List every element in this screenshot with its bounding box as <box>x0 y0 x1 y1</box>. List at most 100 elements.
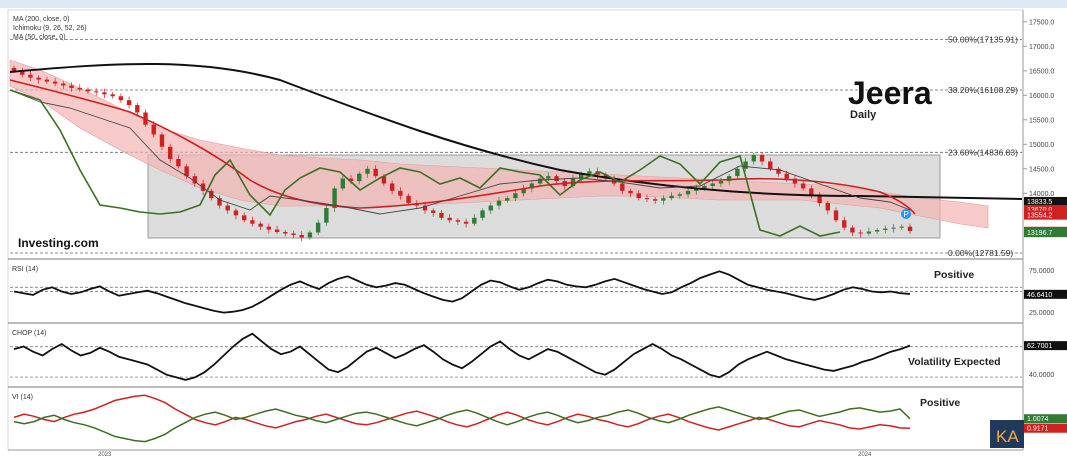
indicator-ma50: MA (50, close, 0) <box>13 34 66 41</box>
candle-body <box>858 232 863 234</box>
candle-body <box>817 195 822 204</box>
candle-body <box>283 232 288 234</box>
candle-body <box>266 226 272 230</box>
candle-body <box>472 217 477 224</box>
chart-subtitle: Daily <box>850 109 877 121</box>
candle-body <box>85 89 91 92</box>
candle-body <box>578 173 584 179</box>
ichimoku-cloud <box>9 59 989 229</box>
candle-body <box>250 220 255 224</box>
price-tick-label: 16500.0 <box>1029 68 1054 75</box>
candle-body <box>899 226 904 228</box>
panel-value-text: 62.7001 <box>1027 343 1052 350</box>
panel-tick-label: 25.0000 <box>1029 310 1054 317</box>
candle-body <box>406 195 411 204</box>
candle-body <box>726 176 732 182</box>
chart-title: Jeera <box>848 75 932 111</box>
candle-body <box>52 81 58 84</box>
candle-body <box>176 159 181 167</box>
candle-body <box>833 210 839 221</box>
candle-body <box>554 176 559 182</box>
candle-body <box>299 234 304 238</box>
candle-body <box>702 185 707 189</box>
price-value-box <box>1024 210 1067 220</box>
candle-body <box>529 183 535 189</box>
candle-body <box>447 217 452 221</box>
panel-label: RSI (14) <box>12 266 38 273</box>
candle-body <box>69 85 74 88</box>
candle-body <box>439 212 444 218</box>
price-tick-label: 17000.0 <box>1029 44 1054 51</box>
ma-200-line <box>9 62 1023 200</box>
candle-body <box>348 178 354 182</box>
price-value-text: 13833.5 <box>1027 199 1052 206</box>
candle-body <box>151 124 156 135</box>
candle-body <box>874 230 880 232</box>
price-value-text: 13554.2 <box>1027 213 1052 220</box>
panel-label: CHOP (14) <box>12 330 47 337</box>
brand-badge-text: KA <box>996 427 1019 446</box>
candle-body <box>118 96 124 101</box>
candle-body <box>792 178 798 184</box>
price-value-text: 13196.7 <box>1027 230 1052 237</box>
candle-body <box>307 232 313 238</box>
candle-body <box>743 161 748 169</box>
candle-body <box>842 220 847 228</box>
candle-body <box>891 227 896 229</box>
candle-body <box>620 183 625 191</box>
candle-body <box>694 188 699 191</box>
rsi-line <box>13 270 911 314</box>
candle-body <box>907 226 913 232</box>
price-value-box <box>1024 228 1067 238</box>
candle-body <box>800 183 806 189</box>
candle-body <box>258 223 263 227</box>
candle-body <box>784 173 789 179</box>
candle-body <box>20 70 25 75</box>
candle-body <box>513 193 518 199</box>
candle-body <box>636 193 641 199</box>
candle-body <box>167 146 173 159</box>
candle-body <box>521 188 526 194</box>
panel-label: VI (14) <box>12 394 33 401</box>
indicator-ichimoku: Ichimoku (9, 26, 52, 26) <box>13 25 87 32</box>
candle-body <box>776 168 781 174</box>
candle-body <box>233 210 239 216</box>
candle-body <box>241 215 247 221</box>
top-banner <box>0 0 1067 8</box>
x-axis-label-2024: 2024 <box>858 452 872 457</box>
candle-body <box>883 228 888 231</box>
candle-body <box>357 173 362 182</box>
fib-level-label: 0.00%(12781.59) <box>948 248 1013 258</box>
panel-status-text: Positive <box>920 397 960 409</box>
candle-body <box>324 208 329 223</box>
price-value-text: 13670.0 <box>1027 207 1052 214</box>
candle-body <box>866 231 872 234</box>
candle-body <box>546 176 551 179</box>
fib-level-label: 38.20%(16108.29) <box>948 85 1018 95</box>
candle-body <box>77 87 82 90</box>
panel-value-text: 0.9171 <box>1027 426 1049 433</box>
candle-body <box>825 203 830 211</box>
candle-body <box>44 79 50 82</box>
candle-body <box>225 205 230 211</box>
rsi-panel: RSI (14) 75.0000 25.0000 Positive 46.6410 <box>10 266 1067 317</box>
candle-body <box>710 183 715 186</box>
candle-body <box>768 161 773 169</box>
panel-value-box <box>1024 414 1067 424</box>
price-value-boxes: 13833.513670.013554.213225.013206.713196… <box>1024 196 1067 238</box>
candle-body <box>381 176 387 184</box>
candle-body <box>315 222 321 233</box>
candle-body <box>809 188 814 196</box>
candle-body <box>11 67 17 71</box>
candle-body <box>422 205 428 211</box>
panel-value-box <box>1024 341 1067 351</box>
candle-body <box>488 205 493 211</box>
candle-body <box>455 220 461 222</box>
candle-body <box>102 92 107 95</box>
candle-body <box>850 227 855 233</box>
panel-value-text: 1.0074 <box>1027 416 1049 423</box>
candle-body <box>126 100 132 106</box>
price-tick-label: 15000.0 <box>1029 142 1054 149</box>
candle-body <box>661 198 666 201</box>
